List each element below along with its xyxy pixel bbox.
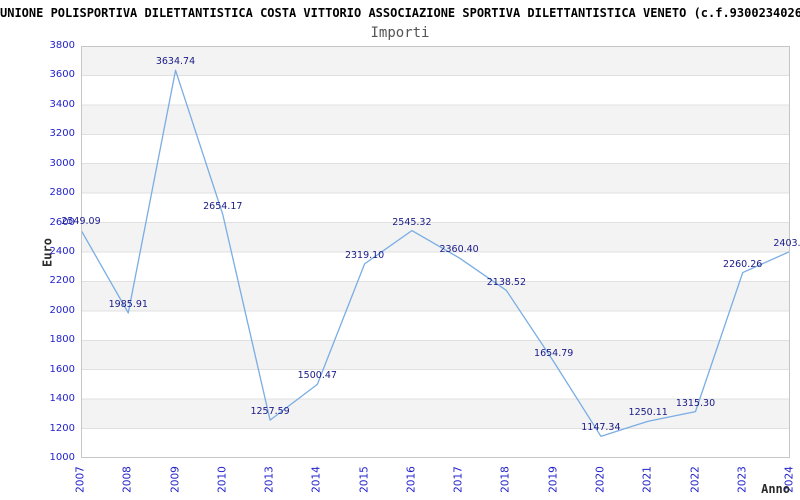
y-tick-label: 3600 [49, 69, 75, 81]
y-tick-label: 1600 [49, 363, 75, 375]
y-tick-label: 2400 [49, 246, 75, 257]
x-tick-label: 2022 [689, 466, 701, 493]
y-tick-label: 3800 [49, 40, 75, 51]
y-tick-label: 1800 [49, 334, 75, 346]
point-label: 1654.79 [534, 347, 574, 359]
x-tick-label: 2010 [216, 466, 229, 493]
point-label: 1257.59 [250, 406, 290, 418]
y-axis-title: Euro [40, 238, 55, 267]
y-tick-label: 1400 [49, 393, 75, 405]
chart-title: UNIONE POLISPORTIVA DILETTANTISTICA COST… [0, 6, 800, 20]
x-tick-label: 2007 [74, 466, 87, 493]
x-tick-label: 2019 [547, 466, 560, 493]
x-tick-label: 2013 [263, 466, 276, 493]
point-label: 2545.32 [392, 216, 432, 228]
point-label: 1250.11 [628, 407, 668, 419]
chart-canvas [81, 46, 790, 458]
x-axis-title: Anno [761, 482, 790, 496]
x-tick-label: 2015 [358, 466, 371, 493]
x-tick-label: 2020 [594, 466, 607, 493]
point-label: 1500.47 [297, 370, 337, 382]
x-tick-label: 2017 [452, 466, 465, 493]
y-tick-label: 3200 [49, 128, 75, 140]
point-label: 2403.7 [773, 237, 800, 249]
x-tick-label: 2018 [499, 466, 512, 493]
x-tick-label: 2008 [121, 466, 134, 493]
y-tick-label: 3400 [49, 98, 75, 110]
plot-area [81, 46, 790, 458]
point-label: 1147.34 [581, 422, 621, 434]
x-tick-label: 2009 [169, 466, 181, 493]
point-label: 2260.26 [723, 258, 763, 270]
point-label: 2360.40 [439, 243, 479, 255]
y-tick-label: 1000 [49, 452, 75, 463]
y-tick-label: 3000 [49, 157, 75, 169]
y-tick-label: 2000 [49, 304, 75, 316]
x-tick-label: 2016 [405, 466, 418, 493]
point-label: 2319.10 [344, 249, 385, 261]
y-tick-label: 2800 [49, 187, 75, 199]
y-tick-label: 2200 [49, 275, 75, 287]
x-tick-label: 2021 [641, 466, 654, 493]
y-tick-label: 1200 [49, 422, 75, 434]
x-tick-label: 2014 [310, 466, 323, 493]
point-label: 3634.74 [155, 56, 196, 68]
point-label: 2138.52 [486, 276, 527, 288]
point-label: 2654.17 [203, 200, 243, 212]
y-tick-label: 2600 [49, 216, 75, 228]
point-label: 2549.09 [61, 216, 101, 228]
chart-subtitle: Importi [370, 25, 430, 41]
point-label: 1985.91 [108, 298, 148, 310]
point-label: 1315.30 [675, 397, 716, 409]
